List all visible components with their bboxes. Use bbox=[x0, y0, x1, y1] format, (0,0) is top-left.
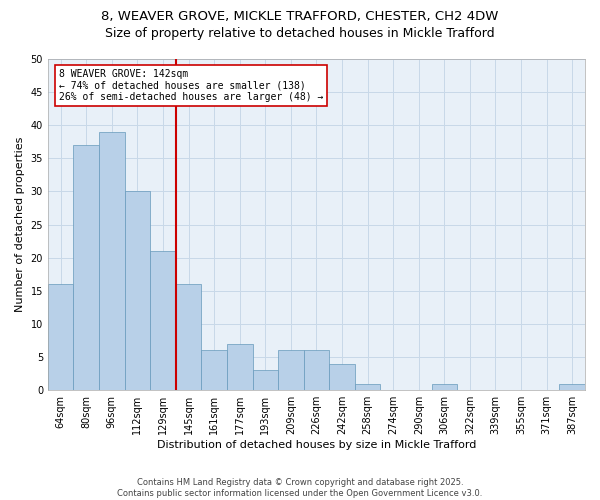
Bar bbox=[150, 251, 176, 390]
Bar bbox=[329, 364, 355, 390]
Text: 8 WEAVER GROVE: 142sqm
← 74% of detached houses are smaller (138)
26% of semi-de: 8 WEAVER GROVE: 142sqm ← 74% of detached… bbox=[59, 69, 323, 102]
Bar bbox=[48, 284, 73, 390]
Bar bbox=[73, 145, 99, 390]
Bar bbox=[125, 192, 150, 390]
X-axis label: Distribution of detached houses by size in Mickle Trafford: Distribution of detached houses by size … bbox=[157, 440, 476, 450]
Bar bbox=[278, 350, 304, 390]
Bar bbox=[253, 370, 278, 390]
Bar bbox=[431, 384, 457, 390]
Bar bbox=[227, 344, 253, 390]
Y-axis label: Number of detached properties: Number of detached properties bbox=[15, 137, 25, 312]
Text: Contains HM Land Registry data © Crown copyright and database right 2025.
Contai: Contains HM Land Registry data © Crown c… bbox=[118, 478, 482, 498]
Bar bbox=[99, 132, 125, 390]
Bar bbox=[176, 284, 202, 390]
Bar bbox=[355, 384, 380, 390]
Text: Size of property relative to detached houses in Mickle Trafford: Size of property relative to detached ho… bbox=[105, 28, 495, 40]
Text: 8, WEAVER GROVE, MICKLE TRAFFORD, CHESTER, CH2 4DW: 8, WEAVER GROVE, MICKLE TRAFFORD, CHESTE… bbox=[101, 10, 499, 23]
Bar bbox=[202, 350, 227, 390]
Bar bbox=[559, 384, 585, 390]
Bar bbox=[304, 350, 329, 390]
